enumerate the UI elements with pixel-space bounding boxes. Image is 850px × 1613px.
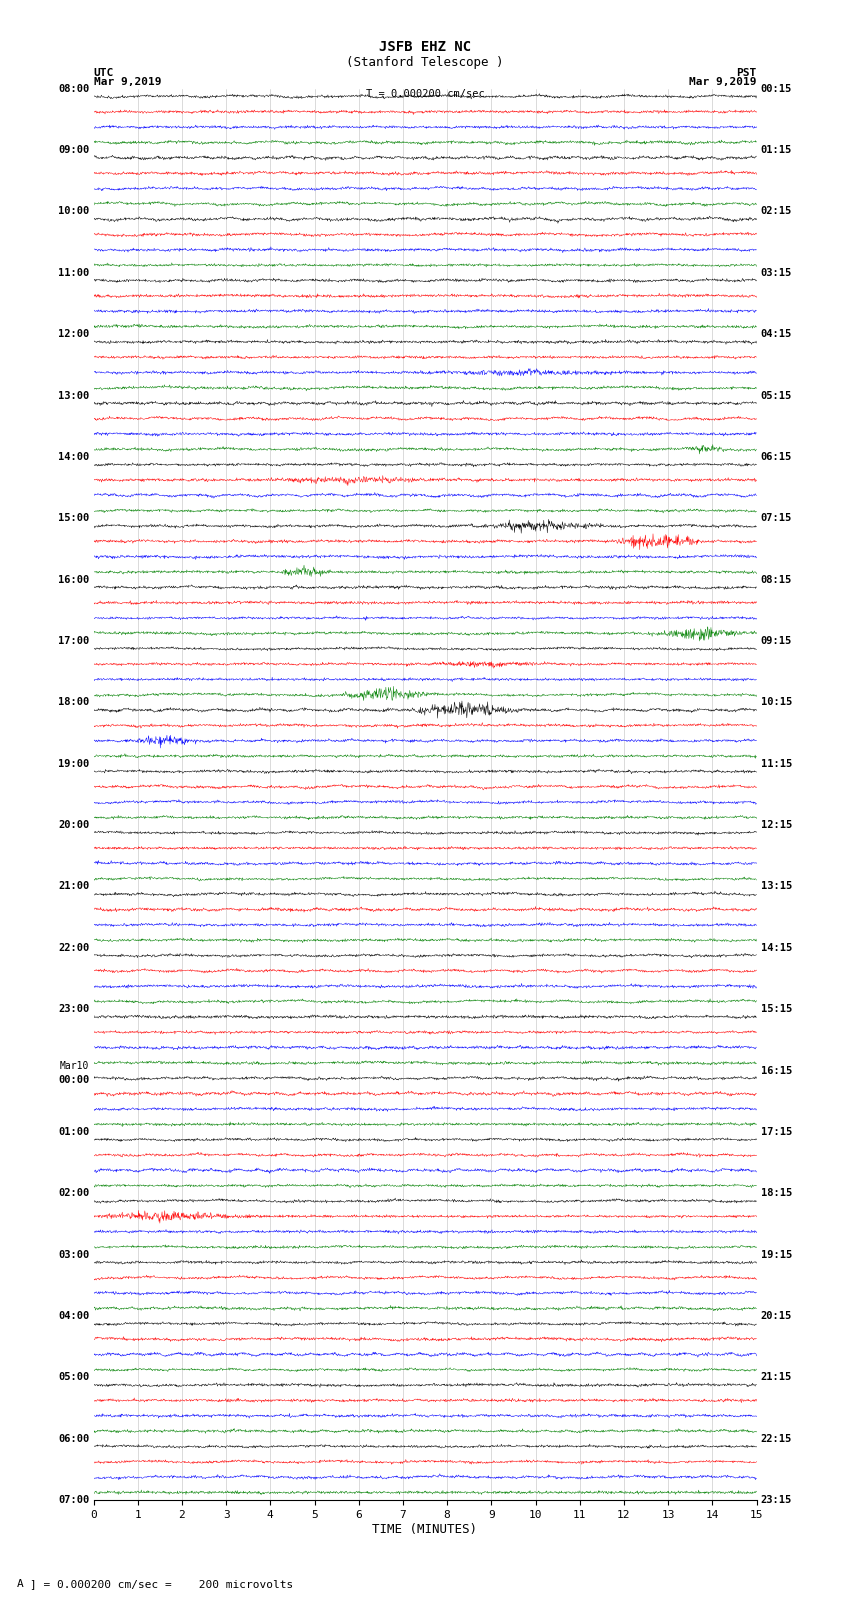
Text: 19:15: 19:15: [761, 1250, 792, 1260]
Text: UTC: UTC: [94, 68, 114, 77]
Text: 00:15: 00:15: [761, 84, 792, 94]
Text: 11:15: 11:15: [761, 758, 792, 769]
Text: 08:15: 08:15: [761, 574, 792, 584]
Text: 12:00: 12:00: [58, 329, 89, 339]
Text: 04:00: 04:00: [58, 1311, 89, 1321]
Text: 14:00: 14:00: [58, 452, 89, 461]
Text: 08:00: 08:00: [58, 84, 89, 94]
Text: 06:00: 06:00: [58, 1434, 89, 1444]
Text: 19:00: 19:00: [58, 758, 89, 769]
Text: 20:15: 20:15: [761, 1311, 792, 1321]
Text: 14:15: 14:15: [761, 944, 792, 953]
Text: 15:00: 15:00: [58, 513, 89, 523]
Text: 17:15: 17:15: [761, 1127, 792, 1137]
Text: 05:00: 05:00: [58, 1373, 89, 1382]
Text: 22:00: 22:00: [58, 944, 89, 953]
Text: T = 0.000200 cm/sec: T = 0.000200 cm/sec: [366, 89, 484, 98]
Text: 04:15: 04:15: [761, 329, 792, 339]
Text: 06:15: 06:15: [761, 452, 792, 461]
Text: 13:15: 13:15: [761, 881, 792, 892]
Text: A: A: [17, 1579, 24, 1589]
Text: 22:15: 22:15: [761, 1434, 792, 1444]
Text: 02:15: 02:15: [761, 206, 792, 216]
Text: 07:15: 07:15: [761, 513, 792, 523]
Text: 11:00: 11:00: [58, 268, 89, 277]
Text: Mar 9,2019: Mar 9,2019: [94, 77, 161, 87]
Text: 23:00: 23:00: [58, 1005, 89, 1015]
Text: 15:15: 15:15: [761, 1005, 792, 1015]
Text: Mar 9,2019: Mar 9,2019: [689, 77, 756, 87]
Text: 02:00: 02:00: [58, 1189, 89, 1198]
Text: 09:15: 09:15: [761, 636, 792, 645]
Text: 09:00: 09:00: [58, 145, 89, 155]
Text: 10:15: 10:15: [761, 697, 792, 708]
Text: Mar10: Mar10: [60, 1060, 89, 1071]
Text: 03:00: 03:00: [58, 1250, 89, 1260]
X-axis label: TIME (MINUTES): TIME (MINUTES): [372, 1523, 478, 1536]
Text: 05:15: 05:15: [761, 390, 792, 400]
Text: 07:00: 07:00: [58, 1495, 89, 1505]
Text: 03:15: 03:15: [761, 268, 792, 277]
Text: 21:15: 21:15: [761, 1373, 792, 1382]
Text: (Stanford Telescope ): (Stanford Telescope ): [346, 56, 504, 69]
Text: 00:00: 00:00: [58, 1076, 89, 1086]
Text: 18:00: 18:00: [58, 697, 89, 708]
Text: 01:00: 01:00: [58, 1127, 89, 1137]
Text: 20:00: 20:00: [58, 819, 89, 831]
Text: 01:15: 01:15: [761, 145, 792, 155]
Text: ] = 0.000200 cm/sec =    200 microvolts: ] = 0.000200 cm/sec = 200 microvolts: [30, 1579, 293, 1589]
Text: 16:00: 16:00: [58, 574, 89, 584]
Text: JSFB EHZ NC: JSFB EHZ NC: [379, 40, 471, 55]
Text: 21:00: 21:00: [58, 881, 89, 892]
Text: 17:00: 17:00: [58, 636, 89, 645]
Text: 16:15: 16:15: [761, 1066, 792, 1076]
Text: PST: PST: [736, 68, 756, 77]
Text: 18:15: 18:15: [761, 1189, 792, 1198]
Text: 10:00: 10:00: [58, 206, 89, 216]
Text: 13:00: 13:00: [58, 390, 89, 400]
Text: 12:15: 12:15: [761, 819, 792, 831]
Text: 23:15: 23:15: [761, 1495, 792, 1505]
